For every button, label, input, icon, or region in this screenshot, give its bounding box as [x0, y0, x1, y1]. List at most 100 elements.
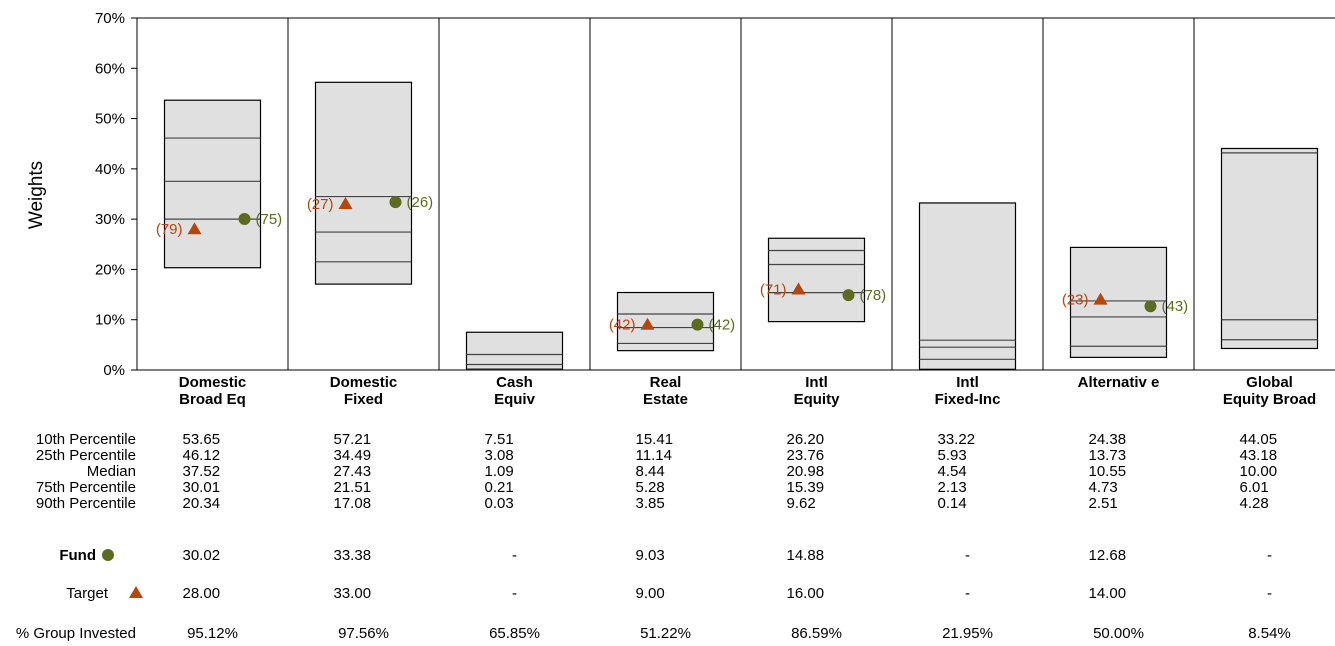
table-cell: 53.65	[183, 431, 221, 448]
y-tick-label: 10%	[95, 312, 125, 329]
table-cell: 21.51	[334, 479, 372, 496]
plot-area: (79) (75) (27) (26) (42) (42) (71) (78) (23) (43)	[136, 17, 1335, 371]
table-cell: 0.21	[485, 479, 514, 496]
category-label: Equity	[794, 391, 840, 408]
table-cell: 30.01	[183, 479, 221, 496]
table-cell: 15.41	[636, 431, 674, 448]
table-cell: 5.93	[938, 447, 967, 464]
category-label: Fixed-Inc	[935, 391, 1001, 408]
table-cell: 33.38	[334, 547, 372, 564]
y-axis: 0% 10% 20% 30% 40% 50% 60% 70%	[95, 10, 137, 379]
table-cell: 20.34	[183, 495, 221, 512]
table-cell: 20.98	[787, 463, 825, 480]
table-cell: 9.62	[787, 495, 816, 512]
table-cell: 15.39	[787, 479, 825, 496]
category-label: Global	[1246, 374, 1293, 391]
table-cell: 2.13	[938, 479, 967, 496]
y-tick-label: 50%	[95, 111, 125, 128]
table-cell: 43.18	[1240, 447, 1278, 464]
percentile-box	[314, 81, 413, 285]
table-cell: 4.73	[1089, 479, 1118, 496]
y-tick-label: 70%	[95, 10, 125, 27]
row-label: 75th Percentile	[36, 479, 136, 496]
table-cell: 51.22%	[640, 625, 691, 642]
category-label: Fixed	[344, 391, 383, 408]
table-cell: 12.68	[1089, 547, 1127, 564]
fund-rank-label: (75)	[256, 211, 283, 228]
target-marker	[187, 222, 202, 235]
category-label: Broad Eq	[179, 391, 246, 408]
fund-rank-label: (78)	[860, 287, 887, 304]
row-label: 25th Percentile	[36, 447, 136, 464]
category-label: Equiv	[494, 391, 535, 408]
group-invested-label: % Group Invested	[16, 625, 136, 642]
category-label: Domestic	[179, 374, 247, 391]
table-cell: 10.55	[1089, 463, 1127, 480]
fund-rank-label: (43)	[1162, 298, 1189, 315]
target-rank-label: (23)	[1062, 292, 1089, 309]
percentile-box	[616, 291, 715, 352]
table-cell: 37.52	[183, 463, 221, 480]
target-legend-icon	[129, 586, 143, 598]
target-marker	[338, 197, 353, 210]
category-label: Alternativ e	[1078, 374, 1160, 391]
category-label: Real	[650, 374, 682, 391]
table-cell: 95.12%	[187, 625, 238, 642]
row-label: 10th Percentile	[36, 431, 136, 448]
table-cell: 34.49	[334, 447, 372, 464]
target-rank-label: (27)	[307, 196, 334, 213]
fund-rank-label: (42)	[709, 317, 736, 334]
table-cell: 0.14	[938, 495, 967, 512]
table-cell: 7.51	[485, 431, 514, 448]
percentile-box	[163, 99, 262, 269]
table-cell: 44.05	[1240, 431, 1278, 448]
target-rank-label: (79)	[156, 221, 183, 238]
fund-legend-icon	[102, 549, 114, 561]
table-cell: 1.09	[485, 463, 514, 480]
y-tick-label: 30%	[95, 211, 125, 228]
category-label: Equity Broad	[1223, 391, 1316, 408]
y-tick-label: 0%	[103, 362, 125, 379]
table-cell: 14.88	[787, 547, 825, 564]
fund-row-label: Fund	[59, 547, 96, 564]
table-cell: 3.85	[636, 495, 665, 512]
table-cell: -	[1267, 585, 1272, 602]
fund-rank-label: (26)	[407, 194, 434, 211]
table-cell: 16.00	[787, 585, 825, 602]
table-cell: 17.08	[334, 495, 372, 512]
target-marker	[640, 317, 655, 330]
target-rank-label: (71)	[760, 282, 787, 299]
table-cell: 86.59%	[791, 625, 842, 642]
table-cell: 4.28	[1240, 495, 1269, 512]
percentile-box	[767, 237, 866, 323]
table-cell: 26.20	[787, 431, 825, 448]
percentile-box	[918, 202, 1017, 370]
target-marker	[1093, 292, 1108, 305]
table-cell: -	[965, 547, 970, 564]
table-cell: 50.00%	[1093, 625, 1144, 642]
table-cell: 21.95%	[942, 625, 993, 642]
category-label: Domestic	[330, 374, 398, 391]
table-cell: 3.08	[485, 447, 514, 464]
table-cell: -	[1267, 547, 1272, 564]
y-tick-label: 20%	[95, 261, 125, 278]
y-axis-label: Weights	[26, 161, 47, 229]
target-row-label: Target	[66, 585, 109, 602]
table-cell: 2.51	[1089, 495, 1118, 512]
table-cell: 27.43	[334, 463, 372, 480]
table-cell: 0.03	[485, 495, 514, 512]
target-rank-label: (42)	[609, 317, 636, 334]
fund-marker	[238, 213, 251, 226]
table-cell: 65.85%	[489, 625, 540, 642]
fund-marker	[842, 289, 855, 302]
category-label: Intl	[805, 374, 828, 391]
target-marker	[791, 282, 806, 295]
table-cell: -	[965, 585, 970, 602]
table-cell: 10.00	[1240, 463, 1278, 480]
table-cell: 4.54	[938, 463, 967, 480]
y-tick-label: 60%	[95, 60, 125, 77]
fund-marker	[389, 196, 402, 209]
row-label: 90th Percentile	[36, 495, 136, 512]
